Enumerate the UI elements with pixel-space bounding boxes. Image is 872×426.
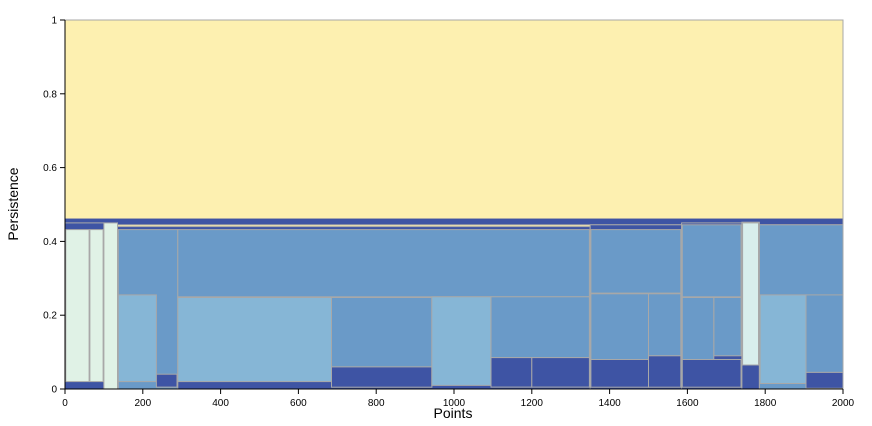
treemap-cell [681,297,715,360]
treemap-cell [490,357,533,388]
y-tick-label: 0.2 [43,311,57,322]
y-tick-label: 0.4 [43,237,57,248]
y-axis-title: Persistence [5,167,21,240]
treemap-cell [681,359,742,388]
x-tick-label: 2000 [832,398,855,409]
treemap-cell [742,222,759,366]
treemap-cell [331,366,433,388]
y-tick-label: 1 [51,16,57,27]
y-tick-label: 0.6 [43,163,57,174]
x-tick-label: 1000 [443,398,466,409]
treemap-cell [713,297,742,357]
x-tick-label: 200 [134,398,151,409]
x-tick-label: 600 [290,398,307,409]
treemap-cell [805,294,844,373]
y-tick-label: 0 [51,385,57,396]
treemap-cell [590,293,650,360]
treemap-cell [590,359,650,388]
treemap-cell [490,296,590,359]
treemap-cell [759,294,807,384]
x-tick-label: 1800 [754,398,777,409]
treemap-cell [117,294,157,383]
x-axis-title: Points [434,405,473,421]
axes: 0 200 400 600 800 1000 1200 1400 1600 1800 2000 0 0.… [43,16,854,410]
treemap-cell [805,371,844,389]
treemap-cell [177,229,590,298]
y-tick-label: 0.8 [43,89,57,100]
x-tick-label: 1400 [598,398,621,409]
treemap-cell [89,229,104,383]
x-tick-label: 800 [368,398,385,409]
treemap-cell [531,357,590,388]
x-tick-label: 1200 [521,398,544,409]
treemap-cell [177,297,332,383]
treemap-cell [155,373,178,388]
treemap-cell [431,296,492,386]
x-tick-label: 1600 [676,398,699,409]
treemap-cell [648,355,682,388]
x-tick-label: 400 [212,398,229,409]
treemap-cells [64,19,844,390]
x-tick-label: 0 [62,398,68,409]
treemap-cell [590,229,682,294]
treemap-cell [331,297,433,368]
treemap-cell [681,224,742,298]
treemap-cell [648,293,682,357]
treemap-cell [103,222,119,390]
treemap-cell [65,229,90,383]
